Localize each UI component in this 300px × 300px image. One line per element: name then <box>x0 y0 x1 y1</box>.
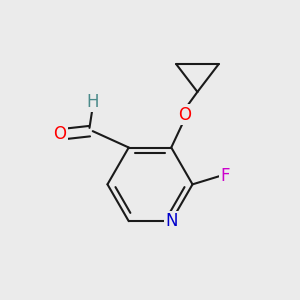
Text: H: H <box>86 93 99 111</box>
Text: N: N <box>165 212 178 230</box>
Text: F: F <box>220 167 230 185</box>
Text: O: O <box>53 125 67 143</box>
Text: O: O <box>178 106 191 124</box>
